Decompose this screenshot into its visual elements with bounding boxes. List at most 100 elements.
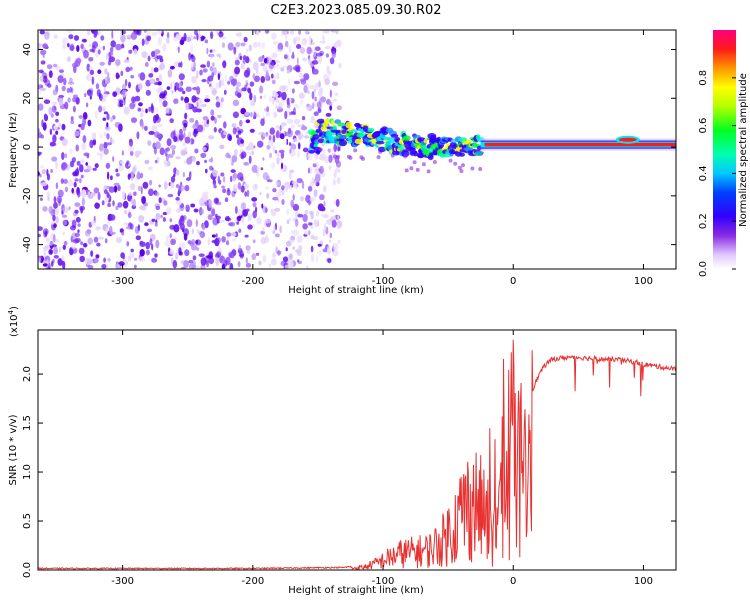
noise-speck	[141, 196, 147, 204]
noise-speck	[166, 86, 171, 90]
noise-speck	[332, 242, 339, 251]
noise-speck	[185, 86, 192, 92]
y-tick-label: 20	[22, 92, 33, 105]
noise-speck	[173, 224, 180, 233]
snr-x-label: Height of straight line (km)	[288, 585, 424, 596]
noise-speck	[189, 117, 195, 123]
noise-speck	[90, 192, 96, 197]
noise-speck	[312, 60, 319, 65]
noise-speck	[236, 134, 239, 139]
noise-speck	[303, 135, 310, 139]
noise-speck	[129, 183, 136, 191]
noise-speck	[272, 134, 276, 143]
noise-speck	[216, 237, 221, 243]
noise-speck	[235, 206, 238, 214]
noise-speck	[286, 219, 290, 225]
noise-speck	[260, 236, 266, 245]
noise-speck	[251, 197, 258, 202]
noise-speck	[85, 162, 88, 166]
noise-speck	[286, 208, 290, 216]
noise-speck	[151, 257, 158, 263]
noise-speck	[307, 185, 313, 192]
noise-speck	[215, 215, 221, 220]
y-tick-label: 0.5	[22, 513, 33, 529]
noise-speck	[105, 162, 111, 169]
noise-speck	[219, 144, 225, 150]
noise-speck	[300, 98, 303, 106]
noise-speck	[168, 153, 174, 159]
noise-speck	[265, 111, 271, 117]
noise-speck	[106, 133, 110, 140]
noise-speck	[239, 55, 243, 61]
noise-speck	[51, 260, 54, 267]
noise-speck	[287, 118, 294, 125]
noise-speck	[262, 254, 267, 263]
noise-speck	[112, 200, 115, 207]
noise-speck	[76, 45, 80, 52]
noise-speck	[129, 102, 136, 110]
noise-speck	[158, 184, 161, 188]
noise-speck	[227, 80, 231, 85]
y-tick-label: 0.0	[22, 562, 33, 578]
noise-speck	[301, 180, 305, 190]
noise-speck	[145, 241, 150, 250]
noise-speck	[299, 67, 303, 73]
noise-speck	[142, 181, 149, 189]
colorbar-ticks: 0.0 0.2 0.4 0.6 0.8	[698, 70, 736, 277]
noise-speck	[85, 102, 89, 108]
noise-speck	[160, 214, 163, 219]
noise-speck	[232, 99, 240, 107]
noise-speck	[175, 197, 180, 201]
noise-speck	[248, 155, 252, 164]
noise-speck	[324, 46, 331, 50]
noise-speck	[155, 77, 160, 82]
noise-speck	[308, 57, 311, 65]
noise-speck	[103, 85, 106, 94]
noise-speck	[89, 95, 92, 100]
noise-speck	[237, 32, 243, 37]
noise-speck	[314, 82, 320, 90]
signal-scatter	[312, 163, 317, 168]
noise-speck	[53, 223, 57, 228]
noise-speck	[217, 114, 222, 119]
noise-speck	[170, 257, 174, 264]
noise-speck	[195, 219, 198, 228]
noise-speck	[337, 221, 340, 230]
noise-speck	[208, 257, 214, 265]
noise-speck	[221, 236, 226, 243]
noise-speck	[335, 30, 339, 35]
noise-speck	[233, 148, 238, 157]
noise-speck	[137, 171, 141, 180]
y-tick-label: 40	[22, 43, 33, 56]
noise-speck	[227, 42, 234, 51]
noise-speck	[151, 125, 158, 131]
noise-speck	[189, 171, 192, 179]
noise-speck	[224, 74, 227, 82]
signal-blob	[402, 135, 411, 141]
noise-speck	[247, 213, 252, 222]
noise-speck	[104, 76, 108, 85]
noise-speck	[80, 241, 84, 246]
noise-speck	[138, 73, 141, 78]
noise-speck	[71, 187, 74, 194]
noise-speck	[138, 102, 143, 107]
signal-scatter	[457, 165, 462, 170]
noise-speck	[68, 206, 71, 211]
noise-speck	[184, 96, 190, 104]
noise-speck	[334, 168, 341, 173]
noise-speck	[173, 136, 178, 143]
noise-speck	[172, 81, 175, 85]
noise-speck	[171, 149, 176, 156]
noise-speck	[265, 131, 268, 136]
noise-speck	[53, 125, 58, 130]
noise-speck	[307, 90, 310, 95]
noise-speck	[295, 66, 301, 73]
snr-y-multiplier-base: (x10	[9, 314, 20, 337]
noise-speck	[259, 95, 263, 100]
noise-speck	[170, 176, 176, 183]
noise-speck	[144, 61, 149, 67]
noise-speck	[318, 80, 321, 88]
noise-speck	[195, 266, 200, 269]
noise-speck	[66, 87, 71, 94]
noise-speck	[229, 262, 234, 269]
